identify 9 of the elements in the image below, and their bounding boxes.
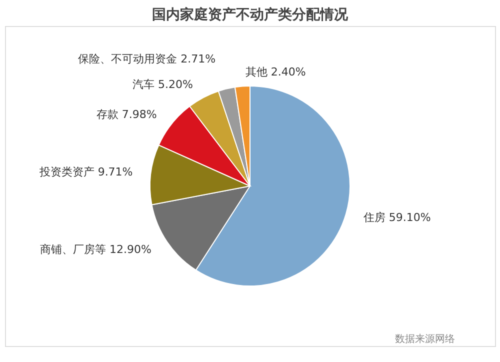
slice-label: 保险、不可动用资金 2.71%: [78, 52, 216, 66]
chart-title: 国内家庭资产不动产类分配情况: [152, 6, 349, 23]
slice-label: 投资类资产 9.71%: [38, 166, 133, 179]
slice-label: 商铺、厂房等 12.90%: [40, 242, 152, 256]
slice-label: 其他 2.40%: [245, 65, 306, 78]
slice-label: 住房 59.10%: [363, 211, 431, 224]
slice-label: 存款 7.98%: [96, 108, 157, 121]
slice-label: 汽车 5.20%: [132, 78, 193, 92]
text: 数据来源网络: [395, 333, 455, 345]
